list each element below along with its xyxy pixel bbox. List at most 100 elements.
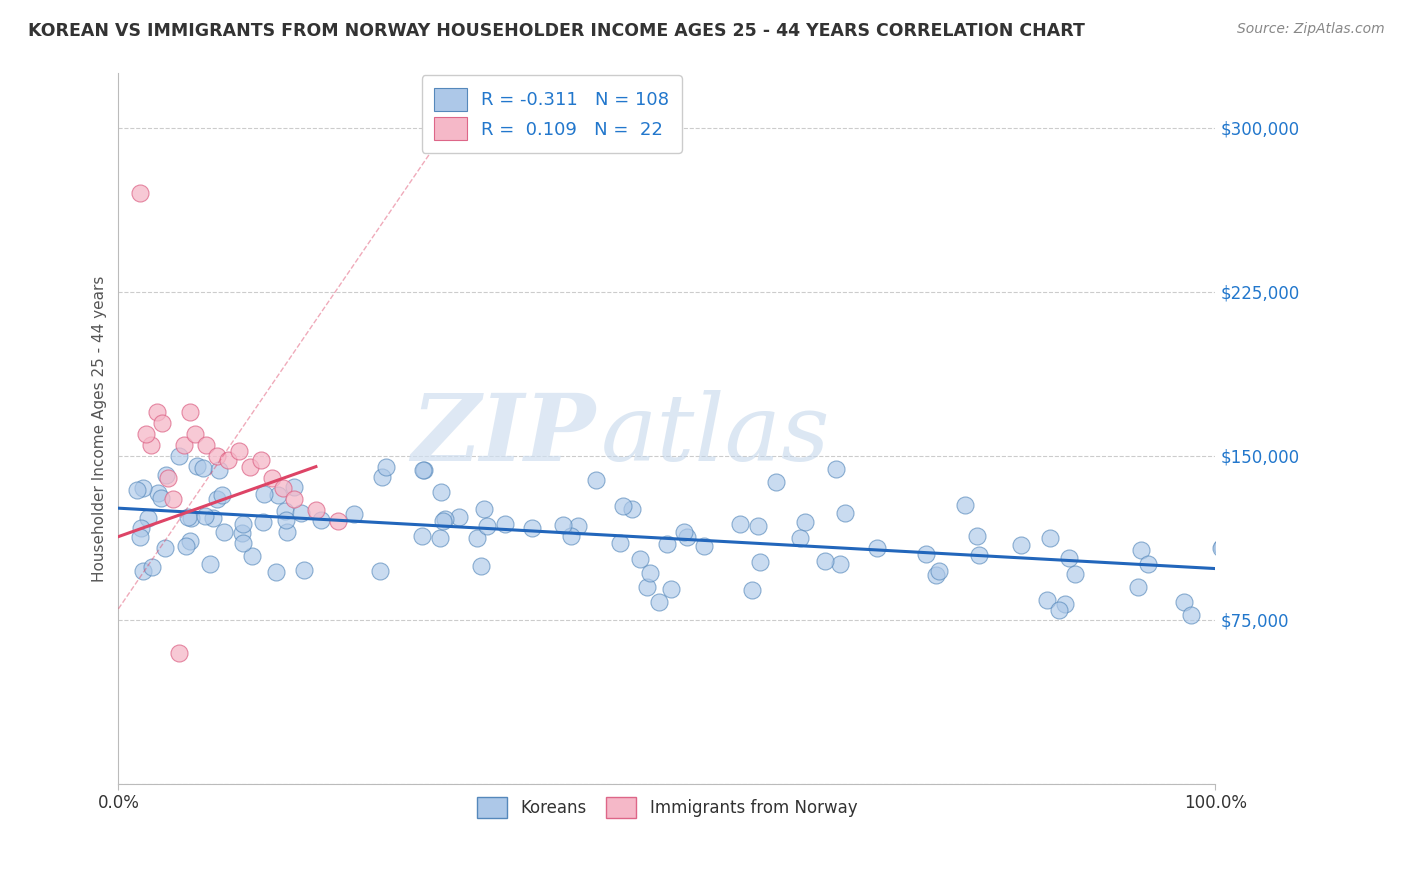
Point [132, 564, 155, 578]
Point [195, 438, 218, 452]
Point [794, 515, 817, 529]
Point [765, 475, 787, 489]
Point [129, 186, 152, 201]
Point [747, 519, 769, 533]
Point [180, 511, 202, 525]
Point [520, 521, 543, 535]
Point [153, 541, 176, 555]
Point [447, 510, 470, 524]
Point [789, 531, 811, 545]
Point [253, 487, 276, 501]
Point [232, 516, 254, 531]
Point [1173, 594, 1195, 608]
Point [825, 462, 848, 476]
Point [628, 552, 651, 566]
Point [156, 470, 179, 484]
Point [585, 473, 607, 487]
Point [1211, 541, 1233, 555]
Point [411, 529, 433, 543]
Point [271, 482, 294, 496]
Point [1047, 603, 1070, 617]
Point [141, 560, 163, 574]
Point [292, 563, 315, 577]
Text: KOREAN VS IMMIGRANTS FROM NORWAY HOUSEHOLDER INCOME AGES 25 - 44 YEARS CORRELATI: KOREAN VS IMMIGRANTS FROM NORWAY HOUSEHO… [28, 22, 1085, 40]
Point [194, 508, 217, 523]
Point [659, 582, 682, 596]
Point [925, 568, 948, 582]
Point [212, 524, 235, 539]
Point [748, 555, 770, 569]
Point [1064, 566, 1087, 581]
Point [475, 519, 498, 533]
Point [470, 559, 492, 574]
Point [173, 438, 195, 452]
Point [207, 491, 229, 506]
Point [434, 512, 457, 526]
Point [741, 583, 763, 598]
Point [274, 503, 297, 517]
Point [179, 534, 201, 549]
Point [1054, 597, 1077, 611]
Point [169, 449, 191, 463]
Point [953, 498, 976, 512]
Point [551, 517, 574, 532]
Point [184, 426, 207, 441]
Point [231, 525, 253, 540]
Point [276, 525, 298, 540]
Point [655, 537, 678, 551]
Point [150, 491, 173, 505]
Point [283, 492, 305, 507]
Text: Source: ZipAtlas.com: Source: ZipAtlas.com [1237, 22, 1385, 37]
Point [638, 566, 661, 580]
Point [232, 536, 254, 550]
Point [162, 492, 184, 507]
Point [429, 485, 451, 500]
Point [374, 459, 396, 474]
Point [429, 532, 451, 546]
Point [673, 524, 696, 539]
Point [266, 566, 288, 580]
Point [636, 580, 658, 594]
Point [260, 470, 283, 484]
Point [1129, 543, 1152, 558]
Point [274, 513, 297, 527]
Point [141, 438, 163, 452]
Point [966, 529, 988, 543]
Point [474, 501, 496, 516]
Point [177, 509, 200, 524]
Point [305, 503, 328, 517]
Point [217, 453, 239, 467]
Point [648, 595, 671, 609]
Point [211, 488, 233, 502]
Point [412, 463, 434, 477]
Point [371, 470, 394, 484]
Point [146, 405, 169, 419]
Point [326, 514, 349, 528]
Point [128, 530, 150, 544]
Point [148, 486, 170, 500]
Point [494, 517, 516, 532]
Point [176, 539, 198, 553]
Point [167, 646, 190, 660]
Point [693, 539, 716, 553]
Point [1209, 541, 1232, 556]
Point [205, 449, 228, 463]
Point [283, 480, 305, 494]
Point [866, 541, 889, 555]
Point [928, 564, 950, 578]
Point [1136, 557, 1159, 571]
Point [208, 463, 231, 477]
Point [191, 461, 214, 475]
Point [465, 531, 488, 545]
Point [131, 481, 153, 495]
Point [186, 458, 208, 473]
Point [834, 506, 856, 520]
Point [621, 501, 644, 516]
Point [155, 467, 177, 482]
Point [136, 511, 159, 525]
Point [1039, 531, 1062, 545]
Point [201, 511, 224, 525]
Y-axis label: Householder Income Ages 25 - 44 years: Householder Income Ages 25 - 44 years [93, 275, 107, 582]
Point [728, 517, 751, 532]
Point [969, 548, 991, 562]
